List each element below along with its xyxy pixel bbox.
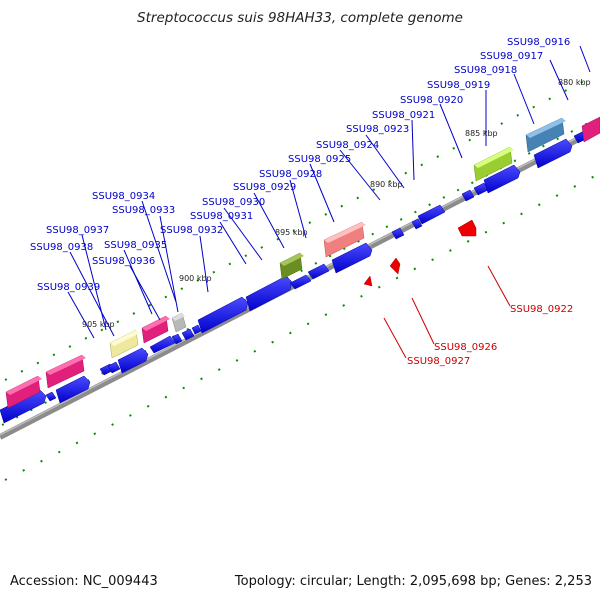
gene-labels-forward: SSU98_0916 SSU98_0917 SSU98_0918 SSU98_0… xyxy=(30,37,570,293)
scale-label-880: 880 kbp xyxy=(558,78,591,87)
feature-boxes xyxy=(5,116,600,409)
gene-arrow xyxy=(197,296,249,334)
map-title: Streptococcus suis 98HAH33, complete gen… xyxy=(137,10,463,26)
gene-arrow xyxy=(307,263,330,280)
gene-label-0932: SSU98_0932 xyxy=(160,225,223,236)
gene-label-0919: SSU98_0919 xyxy=(427,80,490,91)
gene-arrow-0922 xyxy=(457,219,477,237)
scale-labels: 880 kbp 885 kbp 890 kbp 895 kbp 900 kbp … xyxy=(82,78,591,329)
gene-arrow xyxy=(107,361,121,374)
gene-arrow xyxy=(411,218,423,230)
gene-arrow xyxy=(461,189,475,202)
gene-label-0929: SSU98_0929 xyxy=(233,182,296,193)
gene-label-0917: SSU98_0917 xyxy=(480,51,543,62)
label-leaders-reverse xyxy=(383,265,511,359)
gene-label-0939: SSU98_0939 xyxy=(37,282,100,293)
gene-label-0935: SSU98_0935 xyxy=(104,240,167,251)
gene-arrow xyxy=(171,333,183,345)
scale-label-885: 885 kbp xyxy=(465,129,498,138)
gene-arrow xyxy=(55,375,91,404)
forward-genes xyxy=(0,124,600,424)
gene-label-0925: SSU98_0925 xyxy=(288,154,351,165)
reverse-genes xyxy=(363,219,477,287)
feature-box-gray xyxy=(171,312,187,333)
gene-label-0924: SSU98_0924 xyxy=(316,140,379,151)
gene-label-0926: SSU98_0926 xyxy=(434,342,497,353)
gene-label-0927: SSU98_0927 xyxy=(407,356,470,367)
gene-label-0920: SSU98_0920 xyxy=(400,95,463,106)
scale-label-905: 905 kbp xyxy=(82,320,115,329)
gene-label-0918: SSU98_0918 xyxy=(454,65,517,76)
feature-box-olive xyxy=(279,252,304,280)
gene-arrow xyxy=(289,274,312,290)
gene-label-0931: SSU98_0931 xyxy=(190,211,253,222)
scale-label-890: 890 kbp xyxy=(370,180,403,189)
gene-labels-reverse: SSU98_0922 SSU98_0926 SSU98_0927 xyxy=(407,304,573,367)
feature-box-steelblue xyxy=(525,117,566,153)
gene-arrow xyxy=(245,275,293,312)
label-leaders-forward xyxy=(67,45,591,339)
gene-label-0916: SSU98_0916 xyxy=(507,37,570,48)
gene-arrow xyxy=(117,347,149,374)
gene-label-0933: SSU98_0933 xyxy=(112,205,175,216)
gene-label-0934: SSU98_0934 xyxy=(92,191,155,202)
feature-box-magenta xyxy=(45,354,86,389)
genome-summary: Topology: circular; Length: 2,095,698 bp… xyxy=(234,574,592,589)
gene-arrow xyxy=(533,138,573,169)
gene-arrow-0926 xyxy=(389,257,401,275)
gene-label-0938: SSU98_0938 xyxy=(30,242,93,253)
scale-label-895: 895 kbp xyxy=(275,228,308,237)
feature-box-lime xyxy=(473,146,514,182)
gene-arrow xyxy=(191,324,202,335)
gene-arrow xyxy=(45,391,57,402)
gene-arrow-0927 xyxy=(363,275,373,287)
gene-arrow xyxy=(331,242,373,274)
feature-box-salmon xyxy=(323,221,366,258)
gene-arrow xyxy=(149,335,176,354)
accession-label: Accession: NC_009443 xyxy=(10,574,158,589)
tick-marks xyxy=(1,77,599,481)
gene-label-0921: SSU98_0921 xyxy=(372,110,435,121)
feature-box-magenta xyxy=(141,315,170,344)
gene-arrow xyxy=(181,328,195,341)
feature-box-magenta xyxy=(5,375,42,409)
gene-label-0923: SSU98_0923 xyxy=(346,124,409,135)
feature-box-magenta xyxy=(581,116,600,143)
gene-label-0930: SSU98_0930 xyxy=(202,197,265,208)
scale-label-900: 900 kbp xyxy=(179,274,212,283)
gene-label-0937: SSU98_0937 xyxy=(46,225,109,236)
gene-label-0928: SSU98_0928 xyxy=(259,169,322,180)
gene-arrow xyxy=(483,164,521,194)
gene-arrow xyxy=(391,227,405,240)
gene-arrow xyxy=(417,204,446,225)
feature-box-pale-yellow xyxy=(109,329,140,359)
gene-label-0936: SSU98_0936 xyxy=(92,256,155,267)
gene-label-0922: SSU98_0922 xyxy=(510,304,573,315)
